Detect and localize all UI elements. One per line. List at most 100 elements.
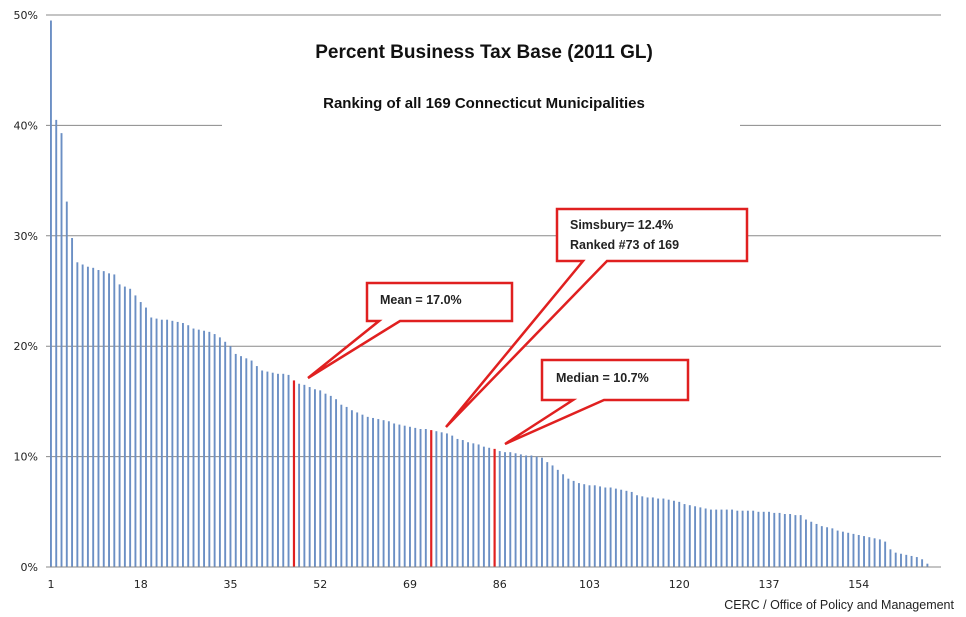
bar — [208, 331, 211, 567]
bar — [382, 420, 385, 567]
bar — [424, 429, 427, 567]
bar — [768, 511, 770, 567]
bar — [477, 444, 480, 567]
x-tick-label: 69 — [403, 578, 417, 591]
bar — [308, 387, 311, 567]
bar — [546, 462, 549, 567]
bar — [229, 346, 232, 567]
bar — [614, 488, 617, 567]
bar — [789, 514, 792, 567]
bar — [625, 490, 628, 567]
y-tick-label: 50% — [14, 9, 38, 22]
bar — [519, 454, 522, 567]
bar — [509, 452, 512, 567]
bar — [387, 421, 390, 567]
bar — [393, 423, 396, 567]
bar — [224, 341, 227, 567]
bar — [245, 358, 248, 567]
bar — [271, 372, 274, 567]
gridlines — [46, 14, 941, 458]
bar — [76, 262, 79, 567]
bar — [673, 500, 675, 567]
bar — [171, 320, 174, 567]
bar — [277, 373, 279, 567]
bar — [530, 455, 533, 567]
bar — [535, 456, 538, 567]
bar — [630, 491, 633, 567]
title-background — [222, 26, 740, 131]
bar — [255, 366, 258, 567]
bar — [541, 457, 543, 567]
y-tick-label: 0% — [21, 561, 38, 574]
bar — [921, 559, 924, 567]
bar — [836, 530, 839, 567]
bar — [926, 563, 929, 567]
y-tick-label: 40% — [14, 119, 38, 132]
bar — [240, 356, 242, 567]
callout-simsbury: Simsbury= 12.4% Ranked #73 of 169 — [445, 207, 749, 428]
bar — [361, 414, 364, 567]
bar — [910, 555, 913, 567]
bar — [467, 442, 469, 567]
bar — [857, 534, 860, 567]
x-tick-label: 137 — [759, 578, 780, 591]
bar — [234, 353, 237, 567]
x-tick-label: 35 — [224, 578, 238, 591]
bar — [176, 321, 179, 567]
callout-mean-shape — [307, 281, 514, 380]
bar — [261, 370, 264, 567]
bar — [815, 523, 818, 567]
bar — [203, 330, 206, 567]
bar — [324, 393, 327, 567]
bar — [841, 531, 844, 567]
y-tick-labels: 0% 10% 20% 30% 40% 50% — [14, 9, 38, 574]
bar — [160, 319, 163, 567]
x-tick-labels: 1 18 35 52 69 86 103 120 137 154 — [48, 578, 870, 591]
bar — [620, 489, 623, 567]
bar — [81, 264, 84, 567]
bar — [831, 528, 834, 567]
bar — [498, 451, 501, 567]
bar — [604, 487, 607, 567]
callout-simsbury-label: Simsbury= 12.4% — [570, 218, 673, 232]
bar — [704, 508, 707, 567]
bar — [736, 510, 739, 567]
bar — [599, 486, 601, 567]
bar — [145, 307, 147, 567]
bar — [65, 201, 68, 567]
bar — [641, 496, 644, 567]
source-credit: CERC / Office of Policy and Management — [724, 598, 954, 612]
bar — [335, 399, 338, 567]
callout-median: Median = 10.7% — [504, 358, 690, 446]
bar — [572, 480, 575, 567]
bar — [905, 554, 908, 567]
bar — [662, 498, 665, 567]
bar — [699, 507, 702, 567]
x-tick-label: 1 — [48, 578, 55, 591]
bar — [482, 446, 485, 567]
callout-simsbury-rank: Ranked #73 of 169 — [570, 238, 679, 252]
callout-mean: Mean = 17.0% — [307, 281, 514, 380]
bar — [588, 485, 591, 567]
x-tick-label: 120 — [669, 578, 690, 591]
bar — [778, 512, 781, 567]
y-tick-label: 20% — [14, 340, 38, 353]
bar — [915, 557, 918, 567]
bar — [86, 266, 89, 567]
highlighted-bar — [493, 448, 496, 567]
bar — [55, 119, 58, 567]
bar — [878, 539, 881, 567]
bar — [166, 319, 169, 567]
bar — [282, 373, 285, 567]
bar — [377, 419, 380, 567]
bar — [863, 536, 865, 567]
bar — [667, 499, 670, 567]
x-tick-label: 103 — [579, 578, 600, 591]
callout-median-label: Median = 10.7% — [556, 371, 649, 385]
bar — [192, 328, 195, 567]
x-tick-label: 18 — [134, 578, 148, 591]
bar — [577, 483, 580, 567]
bar — [900, 553, 902, 567]
bar — [504, 452, 506, 567]
